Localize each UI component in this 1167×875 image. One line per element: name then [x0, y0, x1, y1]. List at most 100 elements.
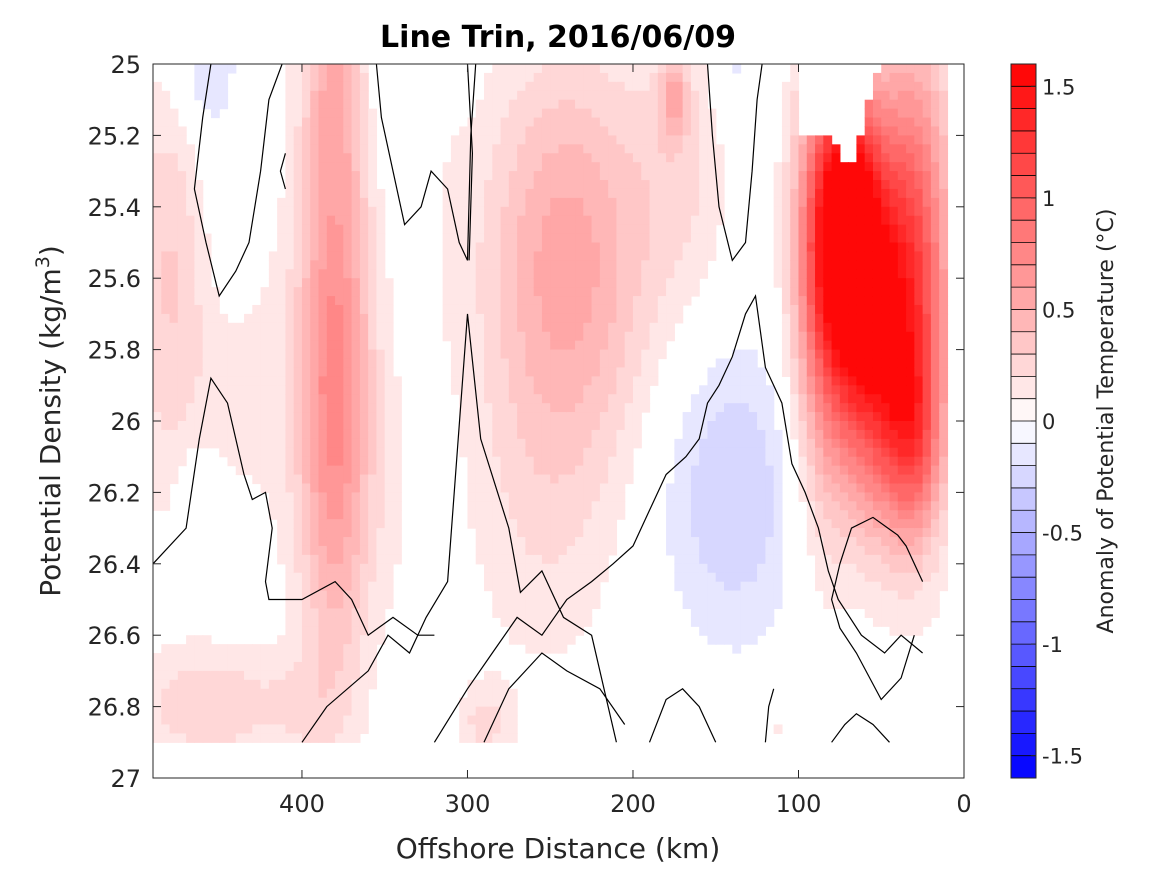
heatmap-cell — [392, 421, 402, 431]
heatmap-cell — [732, 492, 742, 502]
heatmap-cell — [881, 99, 891, 110]
heatmap-cell — [781, 197, 791, 208]
heatmap-cell — [872, 269, 882, 279]
heatmap-cell — [541, 251, 551, 261]
heatmap-cell — [806, 465, 816, 476]
heatmap-cell — [690, 608, 700, 618]
heatmap-cell — [442, 162, 452, 172]
heatmap-cell — [260, 724, 270, 734]
heatmap-cell — [384, 563, 394, 574]
heatmap-cell — [169, 679, 179, 690]
heatmap-cell — [310, 608, 320, 618]
heatmap-cell — [376, 537, 386, 547]
heatmap-cell — [177, 313, 187, 324]
heatmap-cell — [881, 581, 891, 592]
heatmap-cell — [500, 242, 510, 253]
heatmap-cell — [533, 519, 543, 529]
heatmap-cell — [177, 394, 187, 404]
heatmap-cell — [707, 215, 717, 226]
heatmap-cell — [748, 349, 758, 360]
heatmap-cell — [732, 501, 742, 511]
heatmap-cell — [194, 429, 204, 440]
heatmap-cell — [632, 197, 642, 208]
heatmap-cell — [897, 144, 907, 154]
heatmap-cell — [293, 706, 303, 717]
heatmap-cell — [848, 197, 858, 208]
heatmap-cell — [558, 251, 568, 261]
heatmap-cell — [492, 385, 502, 395]
heatmap-cell — [699, 72, 709, 83]
heatmap-cell — [219, 447, 229, 458]
heatmap-cell — [790, 331, 800, 342]
heatmap-cell — [244, 679, 253, 690]
heatmap-cell — [318, 572, 328, 583]
heatmap-cell — [533, 528, 543, 538]
heatmap-cell — [823, 144, 833, 154]
heatmap-cell — [906, 188, 915, 199]
heatmap-cell — [310, 287, 320, 297]
heatmap-cell — [227, 653, 237, 663]
heatmap-cell — [186, 421, 195, 431]
heatmap-cell — [500, 126, 510, 136]
heatmap-cell — [268, 429, 278, 440]
heatmap-cell — [599, 474, 609, 485]
heatmap-cell — [872, 331, 882, 342]
heatmap-cell — [914, 590, 924, 601]
heatmap-cell — [202, 733, 212, 743]
heatmap-cell — [293, 135, 303, 145]
heatmap-cell — [798, 242, 808, 253]
heatmap-cell — [798, 349, 808, 360]
heatmap-cell — [806, 233, 816, 244]
heatmap-cell — [227, 64, 237, 74]
heatmap-cell — [550, 456, 560, 467]
heatmap-cell — [566, 385, 576, 395]
heatmap-cell — [517, 554, 526, 565]
heatmap-cell — [715, 429, 725, 440]
heatmap-cell — [318, 679, 328, 690]
heatmap-cell — [839, 519, 849, 529]
heatmap-cell — [872, 447, 882, 458]
heatmap-cell — [351, 313, 361, 324]
heatmap-cell — [285, 474, 295, 485]
heatmap-cell — [939, 81, 949, 92]
y-tick-label: 25.6 — [88, 265, 141, 293]
heatmap-cell — [541, 322, 551, 333]
heatmap-cell — [475, 242, 485, 253]
heatmap-cell — [467, 697, 477, 708]
heatmap-cell — [823, 421, 833, 431]
heatmap-cell — [666, 72, 675, 83]
heatmap-cell — [368, 135, 378, 145]
heatmap-cell — [864, 215, 874, 226]
heatmap-cell — [484, 287, 493, 297]
heatmap-cell — [467, 260, 477, 270]
x-tick-label: 100 — [776, 790, 822, 818]
heatmap-cell — [326, 679, 336, 690]
heatmap-cell — [608, 483, 618, 493]
heatmap-cell — [359, 679, 369, 690]
heatmap-cell — [864, 313, 874, 324]
heatmap-cell — [641, 126, 651, 136]
heatmap-cell — [897, 197, 907, 208]
heatmap-cell — [848, 349, 858, 360]
heatmap-cell — [558, 81, 568, 92]
heatmap-cell — [550, 358, 560, 369]
heatmap-cell — [318, 474, 328, 485]
heatmap-cell — [707, 438, 717, 449]
heatmap-cell — [301, 242, 311, 253]
heatmap-cell — [848, 171, 858, 181]
heatmap-cell — [351, 447, 361, 458]
heatmap-cell — [450, 242, 460, 253]
heatmap-cell — [889, 296, 899, 306]
heatmap-cell — [856, 545, 866, 556]
heatmap-cell — [533, 608, 543, 618]
heatmap-cell — [153, 367, 162, 377]
colorbar-segment — [1011, 242, 1036, 266]
heatmap-cell — [930, 162, 940, 172]
heatmap-cell — [202, 715, 212, 726]
heatmap-cell — [616, 385, 626, 395]
heatmap-cell — [293, 679, 303, 690]
heatmap-cell — [285, 287, 295, 297]
heatmap-cell — [508, 724, 518, 734]
heatmap-cell — [566, 483, 576, 493]
heatmap-cell — [881, 233, 891, 244]
